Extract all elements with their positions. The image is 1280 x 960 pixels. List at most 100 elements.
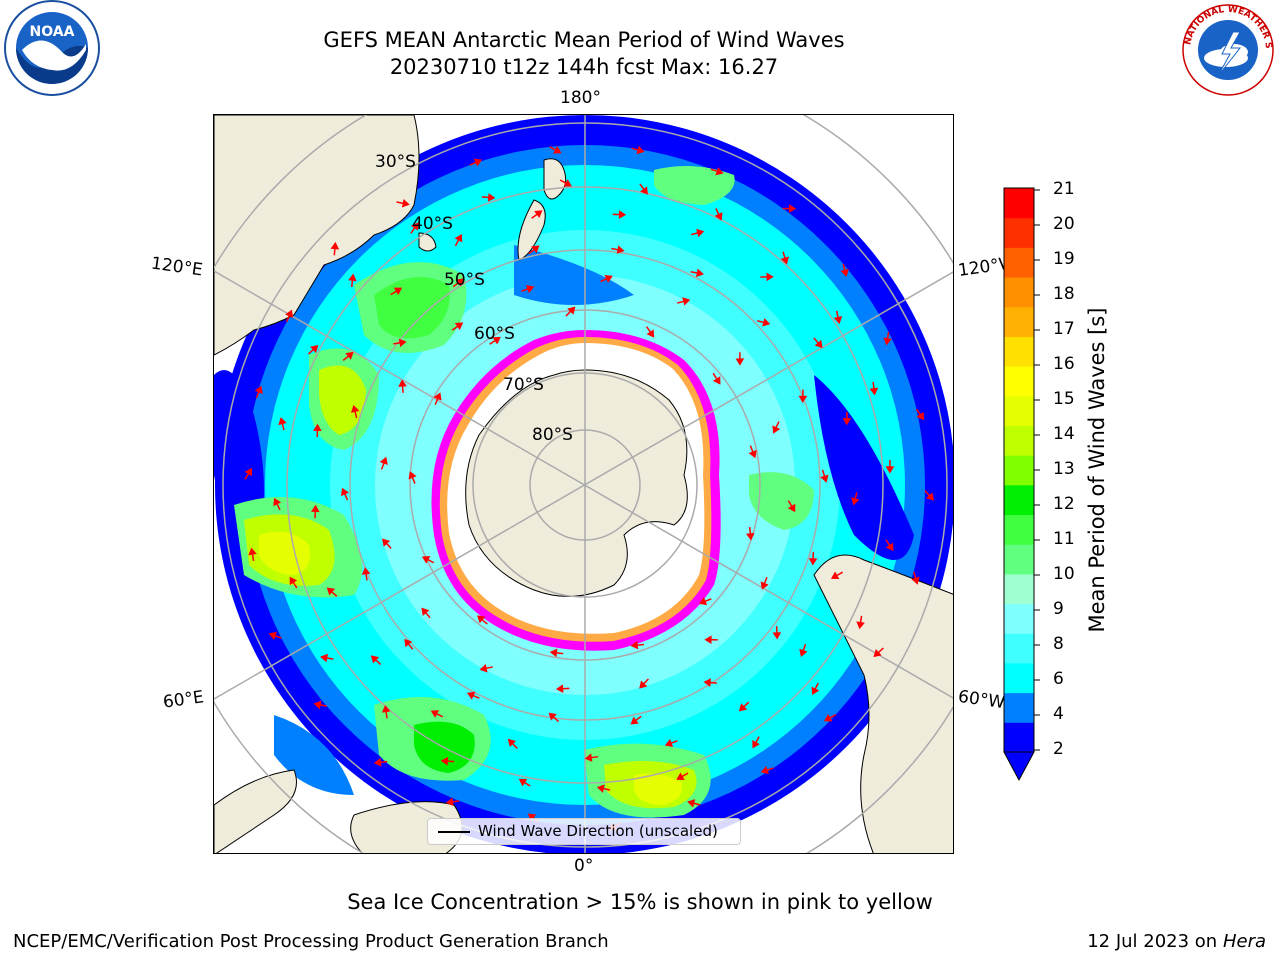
wind-wave-arrowhead xyxy=(630,640,639,650)
colorbar-bin xyxy=(1004,188,1034,219)
wind-wave-arrowhead xyxy=(883,337,892,346)
colorbar-bin xyxy=(1004,455,1034,486)
footer-credit: NCEP/EMC/Verification Post Processing Pr… xyxy=(13,931,609,952)
colorbar-tick-label: 8 xyxy=(1053,634,1064,654)
colorbar-bin xyxy=(1004,544,1034,575)
wind-wave-arrowhead xyxy=(526,284,535,294)
wind-wave-arrowhead xyxy=(398,338,407,348)
wind-wave-arrowhead xyxy=(278,417,287,426)
wind-wave-arrowhead xyxy=(696,268,704,278)
wind-wave-arrowhead xyxy=(873,649,882,658)
wind-wave-arrowhead xyxy=(885,466,895,474)
wind-wave-arrowhead xyxy=(596,784,605,793)
wind-wave-arrowhead xyxy=(772,632,782,640)
wind-wave-arrowhead xyxy=(433,392,442,401)
colorbar-bin xyxy=(1004,603,1034,634)
wind-wave-arrowhead xyxy=(752,739,760,749)
colorbar-tick-label: 18 xyxy=(1053,284,1075,304)
wind-wave-arrowhead xyxy=(487,193,496,202)
wind-wave-arrowhead xyxy=(842,418,852,426)
wind-wave-arrowhead xyxy=(326,587,336,596)
map-panel xyxy=(213,114,954,854)
wind-wave-arrowhead xyxy=(549,648,558,658)
wind-wave-arrowhead xyxy=(788,204,797,213)
colorbar-bin xyxy=(1004,247,1034,278)
blue-patch-tasman xyxy=(514,245,634,305)
wind-wave-arrowhead xyxy=(330,241,340,250)
wind-wave-arrowhead xyxy=(373,757,382,767)
wind-wave-arrowhead xyxy=(477,615,486,624)
wind-wave-arrowhead xyxy=(646,329,655,338)
colorbar-tick-label: 14 xyxy=(1053,424,1075,444)
lat-label-70: 70°S xyxy=(503,375,544,395)
colorbar-bin xyxy=(1004,573,1034,605)
noaa-logo-icon: NOAA xyxy=(4,0,100,96)
wind-wave-arrowhead xyxy=(381,704,391,713)
wind-wave-arrowhead xyxy=(445,797,454,807)
wind-wave-arrowhead xyxy=(911,576,920,585)
wind-wave-arrowhead xyxy=(712,376,721,385)
lon-label-upper-left: 120°E xyxy=(149,253,204,281)
wind-wave-arrowhead xyxy=(760,581,769,590)
wind-wave-arrowhead xyxy=(455,278,464,287)
wind-wave-arrowhead xyxy=(393,287,403,296)
wind-wave-arrowhead xyxy=(746,532,755,541)
wind-wave-arrowhead xyxy=(401,198,410,208)
wind-wave-arrowhead xyxy=(798,395,808,404)
wind-wave-arrowhead xyxy=(735,358,745,366)
wind-wave-arrowhead xyxy=(696,228,705,238)
colorbar-bin xyxy=(1004,484,1034,516)
wind-wave-arrowhead xyxy=(289,576,298,586)
wind-wave-arrowhead xyxy=(254,385,263,395)
wind-wave-arrowhead xyxy=(703,678,712,687)
wind-wave-arrowhead xyxy=(273,497,282,507)
wind-wave-arrowhead xyxy=(345,351,354,360)
wind-wave-arrowhead xyxy=(820,474,829,483)
colorbar-bin xyxy=(1004,277,1034,308)
wind-wave-arrowhead xyxy=(527,813,537,822)
wind-wave-arrowhead xyxy=(823,713,833,722)
wind-wave-arrowhead xyxy=(398,379,407,387)
wind-wave-arrowhead xyxy=(799,648,808,657)
wind-wave-arrowhead xyxy=(379,456,388,466)
wind-wave-arrowhead xyxy=(772,425,781,434)
wind-wave-arrowhead xyxy=(348,273,357,282)
wind-wave-arrowhead xyxy=(548,712,557,721)
wind-wave-arrowhead xyxy=(704,635,712,645)
wind-wave-arrowhead xyxy=(738,703,748,712)
wind-wave-arrowhead xyxy=(811,686,820,695)
wind-wave-arrowhead xyxy=(616,245,625,254)
colorbar-tick-label: 12 xyxy=(1053,494,1075,514)
wind-wave-arrowhead xyxy=(531,245,540,254)
lat-label-40: 40°S xyxy=(412,214,453,234)
wind-wave-arrowhead xyxy=(507,738,516,748)
colorbar-bin xyxy=(1004,336,1034,367)
wind-wave-arrowhead xyxy=(320,653,328,663)
wind-wave-arrowhead xyxy=(492,336,501,345)
wind-wave-arrowhead xyxy=(618,210,627,219)
colorbar-bin xyxy=(1004,514,1034,545)
wind-wave-arrowhead xyxy=(682,297,691,306)
wind-wave-arrowhead xyxy=(916,411,925,421)
wind-wave-arrowhead xyxy=(361,567,371,575)
wind-wave-arrowhead xyxy=(440,756,449,766)
colorbar-tick-label: 2 xyxy=(1053,739,1064,759)
graticule xyxy=(214,115,953,853)
wind-wave-arrowhead xyxy=(584,753,593,762)
wind-wave-arrowhead xyxy=(421,607,430,616)
wind-wave-arrowhead xyxy=(833,316,843,325)
colorbar-bin xyxy=(1004,692,1034,723)
wind-wave-arrowhead xyxy=(748,449,757,459)
antarctica-land xyxy=(465,369,688,597)
colorbar-bin xyxy=(1004,217,1034,248)
colorbar xyxy=(1003,187,1040,782)
svg-text:NOAA: NOAA xyxy=(30,24,75,40)
legend-label: Wind Wave Direction (unscaled) xyxy=(478,822,718,840)
wind-wave-arrowhead xyxy=(636,145,645,155)
colorbar-tick-label: 10 xyxy=(1053,564,1075,584)
wind-wave-arrowhead xyxy=(268,631,277,640)
map-legend: Wind Wave Direction (unscaled) xyxy=(427,818,741,845)
wind-wave-arrowhead xyxy=(808,558,818,566)
colorbar-tick-label: 13 xyxy=(1053,459,1075,479)
wind-wave-arrowhead xyxy=(760,765,769,775)
